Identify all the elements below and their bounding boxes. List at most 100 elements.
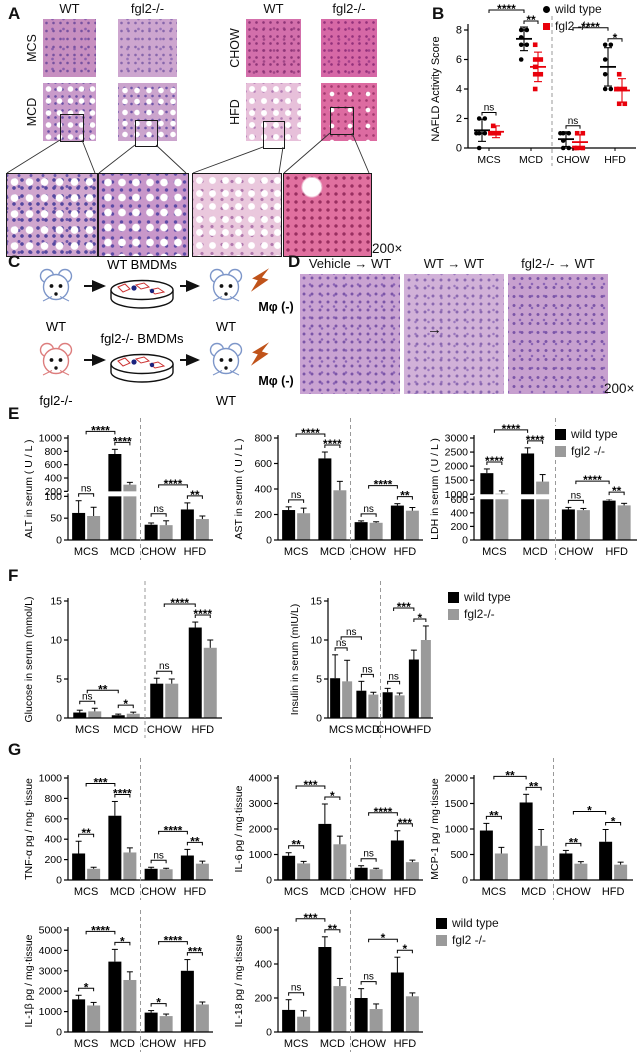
panel-label-f: F — [8, 566, 19, 585]
svg-text:0: 0 — [316, 713, 322, 725]
svg-text:MCD: MCD — [521, 886, 546, 898]
macrophage-depletion-label: Mφ (-) — [258, 300, 293, 314]
svg-text:**: ** — [569, 835, 579, 849]
svg-text:0: 0 — [462, 875, 468, 887]
sig-annotations: ns***ns******** — [79, 596, 212, 711]
svg-text:ns: ns — [159, 661, 170, 672]
svg-text:2: 2 — [456, 113, 462, 125]
svg-text:CHOW: CHOW — [351, 546, 386, 558]
histology-image-fgl2-to-wt — [508, 274, 608, 394]
y-axis-label: Glucose in serum (mmol/L) — [23, 596, 35, 722]
insulin-serum-chart: 0 5 10 15 Insulin in serum (mIU/L) MCS MCDCHOW… — [289, 581, 433, 738]
sig-annotations: ******ns******* — [288, 778, 413, 862]
svg-text:CHOW: CHOW — [351, 886, 386, 898]
histology-zoom-mcd-fgl2 — [98, 173, 189, 257]
lightning-bolt-icon — [248, 338, 272, 370]
svg-text:MCS: MCS — [284, 886, 308, 898]
y-axis: 0 500 1000 1500 2000 — [445, 773, 633, 887]
svg-text:MCD: MCD — [355, 724, 380, 736]
y-axis-label: IL-18 pg / mg·tissue — [233, 934, 245, 1027]
column-header-wt-left: WT — [59, 1, 80, 16]
svg-text:ns: ns — [346, 627, 357, 638]
svg-text:****: **** — [164, 934, 183, 948]
svg-text:6: 6 — [456, 54, 462, 66]
sig-annotations: ********** — [485, 768, 622, 849]
bars — [73, 621, 217, 718]
petri-dish-icon — [110, 353, 174, 383]
sig-annotations: ns*****ns** — [288, 911, 413, 996]
svg-text:**: ** — [98, 682, 108, 696]
histology-image-wt-to-wt — [404, 274, 504, 394]
svg-text:3000: 3000 — [39, 965, 63, 977]
svg-text:600: 600 — [254, 925, 272, 937]
svg-text:800: 800 — [44, 793, 62, 805]
svg-text:ns: ns — [291, 983, 302, 994]
inset-box-mcd-wt — [60, 114, 84, 142]
svg-text:MCS: MCS — [74, 1038, 98, 1050]
glucose-serum-chart: 0 5 10 15 Glucose in serum (mmol/L) MCS MCD CHO… — [23, 581, 222, 738]
svg-text:2000: 2000 — [39, 986, 63, 998]
svg-text:400: 400 — [44, 834, 62, 846]
svg-text:****: **** — [526, 433, 545, 447]
y-axis-label: Insulin in serum (mIU/L) — [289, 604, 301, 715]
legend-item: wild type — [555, 427, 618, 441]
svg-text:1000: 1000 — [39, 433, 63, 445]
svg-text:CHOW: CHOW — [141, 546, 176, 558]
y-axis-label: ALT in serum ( U / L ) — [23, 440, 35, 539]
svg-text:0: 0 — [266, 875, 272, 887]
svg-text:HFD: HFD — [394, 1038, 417, 1050]
svg-text:***: *** — [397, 600, 411, 614]
tnf-alpha-chart: 0 200 400 600 800 1000 TNF-α pg / mg· tissue MC… — [23, 758, 213, 900]
svg-text:****: **** — [583, 473, 602, 487]
svg-text:MCD: MCD — [113, 724, 138, 736]
svg-text:MCS: MCS — [482, 546, 506, 558]
svg-text:*: * — [120, 934, 125, 948]
bars — [282, 803, 419, 880]
legend-item: wild type — [436, 916, 499, 930]
histology-image-mcs-wt — [43, 19, 96, 77]
legend-item: wild type — [448, 590, 511, 604]
svg-text:****: **** — [301, 426, 320, 440]
svg-text:MCD: MCD — [519, 154, 543, 166]
svg-text:ns: ns — [484, 103, 495, 114]
bars — [72, 800, 209, 880]
svg-text:400: 400 — [450, 507, 468, 519]
svg-text:HFD: HFD — [602, 886, 625, 898]
svg-text:*: * — [156, 996, 161, 1010]
mouse-icon-wt-recipient — [209, 268, 243, 302]
svg-text:ns: ns — [571, 490, 582, 501]
svg-text:****: **** — [91, 423, 110, 437]
legend-e: wild type fgl2 -/- — [553, 426, 620, 459]
svg-text:5: 5 — [56, 674, 62, 686]
legend-swatch-circle — [543, 5, 550, 13]
bars — [72, 948, 209, 1032]
svg-text:MCD: MCD — [320, 546, 345, 558]
panel-label-d: D — [288, 252, 301, 271]
svg-text:****: **** — [113, 434, 132, 448]
svg-text:****: **** — [374, 478, 393, 492]
svg-text:1000: 1000 — [445, 824, 469, 836]
svg-text:*: * — [611, 815, 616, 829]
histology-image-chow-fgl2 — [321, 19, 377, 77]
svg-text:HFD: HFD — [605, 546, 628, 558]
svg-text:****: **** — [164, 477, 183, 491]
svg-text:0: 0 — [462, 535, 468, 547]
sig-annotations: ns********ns****** — [78, 423, 203, 517]
y-axis: 0 1000 2000 3000 4000 — [249, 773, 423, 887]
svg-text:5000: 5000 — [39, 925, 63, 937]
panel-label-g: G — [8, 740, 22, 759]
petri-dish-icon — [110, 279, 174, 309]
svg-text:1000: 1000 — [445, 489, 469, 501]
svg-text:4000: 4000 — [39, 945, 63, 957]
svg-text:500: 500 — [450, 849, 468, 861]
panel-label-c: C — [8, 252, 21, 271]
histology-image-mcs-fgl2 — [118, 19, 177, 77]
svg-text:***: *** — [188, 945, 202, 959]
svg-text:600: 600 — [254, 458, 272, 470]
svg-text:*: * — [403, 942, 408, 956]
